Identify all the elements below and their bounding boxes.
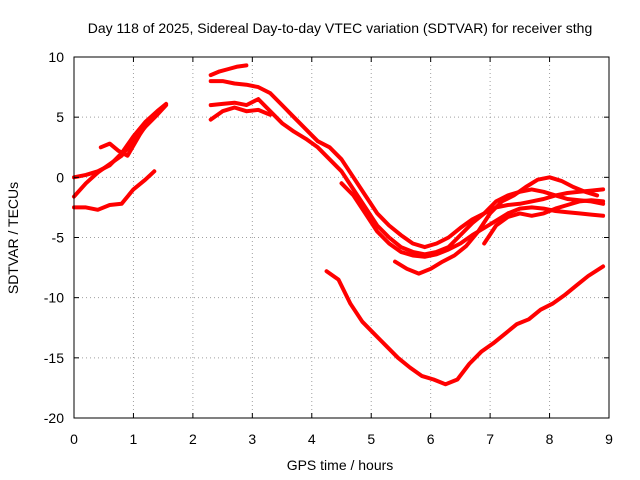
y-tick-label: -15	[44, 350, 64, 366]
data-series	[72, 63, 606, 387]
x-tick-label: 3	[248, 431, 256, 447]
series-line-track-5	[208, 79, 606, 250]
series-line-track-7	[208, 97, 606, 257]
x-axis-ticks: 0 1 2 3 4 5 6 7 8 9	[70, 57, 613, 447]
x-tick-label: 9	[605, 431, 613, 447]
y-axis-label: SDTVAR / TECUs	[5, 182, 21, 294]
series-line-track-8	[208, 105, 273, 122]
x-axis-label: GPS time / hours	[287, 457, 394, 473]
y-tick-label: -5	[52, 230, 65, 246]
x-tick-label: 8	[546, 431, 554, 447]
chart-title: Day 118 of 2025, Sidereal Day-to-day VTE…	[88, 20, 592, 36]
series-line-track-9	[339, 181, 606, 259]
x-tick-label: 5	[367, 431, 375, 447]
y-tick-label: -20	[44, 410, 64, 426]
x-tick-label: 4	[308, 431, 316, 447]
series-line-track-6	[208, 63, 249, 78]
x-tick-label: 6	[427, 431, 435, 447]
x-tick-label: 0	[70, 431, 78, 447]
series-line-track-3	[98, 105, 166, 158]
y-axis-ticks: 10 5 0 -5 -10 -15 -20	[44, 49, 609, 426]
series-line-track-10	[393, 175, 600, 276]
y-tick-label: -10	[44, 290, 64, 306]
x-tick-label: 2	[189, 431, 197, 447]
y-tick-label: 0	[56, 169, 64, 185]
x-tick-label: 1	[130, 431, 138, 447]
series-line-track-12	[324, 264, 606, 387]
y-tick-label: 5	[56, 109, 64, 125]
grid-lines	[74, 57, 609, 418]
x-tick-label: 7	[486, 431, 494, 447]
y-tick-label: 10	[48, 49, 64, 65]
series-line-track-11	[482, 198, 606, 246]
series-line-track-4	[72, 169, 157, 212]
